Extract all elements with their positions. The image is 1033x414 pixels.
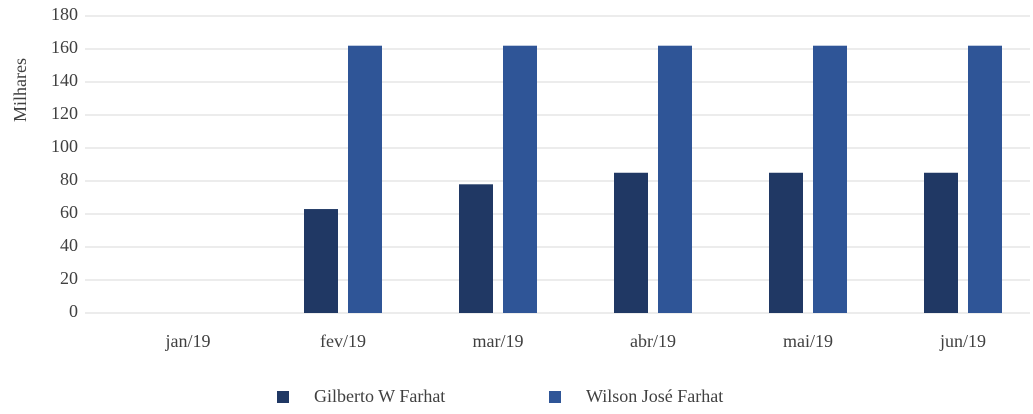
y-axis-label: Milhares — [10, 58, 30, 122]
x-tick-label: jun/19 — [939, 331, 986, 351]
bar — [813, 45, 847, 313]
x-tick-label: fev/19 — [320, 331, 366, 351]
bar — [658, 45, 692, 313]
y-tick-label: 20 — [60, 268, 78, 288]
bar — [614, 172, 648, 313]
y-tick-label: 60 — [60, 202, 78, 222]
bar — [348, 45, 382, 313]
legend-label: Wilson José Farhat — [586, 386, 723, 406]
y-tick-label: 120 — [51, 103, 78, 123]
legend-swatch — [549, 391, 561, 403]
x-tick-label: mar/19 — [473, 331, 524, 351]
y-tick-label: 180 — [51, 4, 78, 24]
legend-swatch — [277, 391, 289, 403]
y-tick-label: 40 — [60, 235, 78, 255]
y-tick-label: 140 — [51, 70, 78, 90]
bar — [304, 209, 338, 313]
x-tick-label: jan/19 — [165, 331, 211, 351]
y-tick-label: 80 — [60, 169, 78, 189]
bar — [924, 172, 958, 313]
bar — [769, 172, 803, 313]
y-tick-label: 160 — [51, 37, 78, 57]
bar — [968, 45, 1002, 313]
x-tick-label: abr/19 — [630, 331, 676, 351]
x-tick-label: mai/19 — [783, 331, 833, 351]
y-tick-label: 100 — [51, 136, 78, 156]
bar — [503, 45, 537, 313]
y-tick-label: 0 — [69, 301, 78, 321]
legend-label: Gilberto W Farhat — [314, 386, 445, 406]
bar — [459, 184, 493, 313]
